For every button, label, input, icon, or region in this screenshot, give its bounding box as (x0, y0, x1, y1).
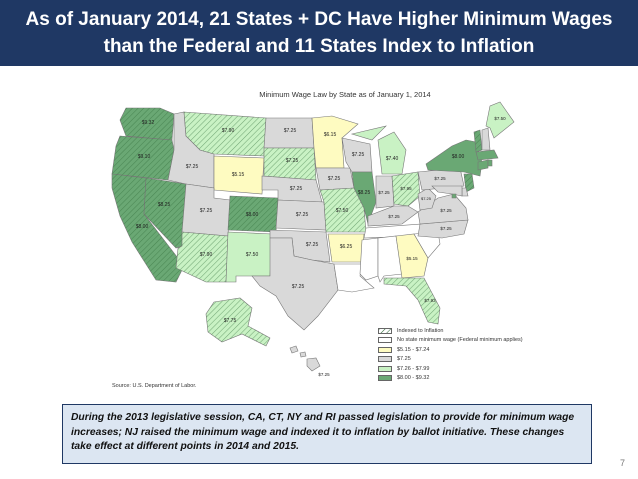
label-wisconsin: $7.25 (352, 152, 365, 158)
legend-item-8-00-to-9-32: $8.00 - $9.32 (378, 374, 523, 384)
state-connecticut (477, 159, 489, 171)
label-west-virginia: $7.25 (421, 196, 432, 201)
label-alaska: $7.75 (224, 318, 237, 324)
state-new-hampshire (481, 127, 491, 151)
label-missouri: $7.50 (336, 208, 349, 214)
label-colorado: $8.00 (246, 212, 259, 218)
map-legend: Indexed to Inflation No state minimum wa… (378, 326, 523, 383)
legend-label: $8.00 - $9.32 (397, 375, 430, 382)
legislative-note-box: During the 2013 legislative session, CA,… (62, 404, 592, 464)
indexed-hatch-mt (184, 112, 266, 156)
label-virginia: $7.25 (440, 208, 452, 213)
label-oregon: $9.10 (138, 154, 151, 160)
label-south-dakota: $7.25 (286, 158, 299, 164)
legend-item-5-15-to-7-24: $5.15 - $7.24 (378, 345, 523, 355)
legend-label: Indexed to Inflation (397, 327, 444, 334)
label-new-mexico: $7.50 (246, 252, 259, 258)
legend-swatch (378, 375, 392, 382)
label-arizona: $7.90 (200, 252, 213, 258)
indexed-hatch-nv (144, 178, 186, 248)
indexed-hatch-mo (320, 188, 366, 232)
legislative-note-text: During the 2013 legislative session, CA,… (71, 412, 575, 452)
label-california: $8.00 (136, 224, 149, 230)
map-source: Source: U.S. Department of Labor. (112, 383, 197, 389)
minimum-wage-map: $7.75 $7.25 $9.32 $9.10 $8.00 $8.25 $7.2… (102, 76, 588, 394)
label-north-carolina: $7.25 (440, 226, 452, 231)
legend-swatch (378, 337, 392, 344)
label-idaho: $7.25 (186, 164, 199, 170)
label-new-york: $8.00 (452, 154, 465, 160)
page-number: 7 (620, 458, 626, 468)
label-utah: $7.25 (200, 208, 213, 214)
label-illinois: $8.25 (358, 190, 371, 196)
state-minnesota (311, 115, 359, 169)
label-hawaii: $7.25 (318, 372, 330, 377)
indexed-hatch-ca (112, 174, 184, 282)
us-states-map: $7.75 $7.25 $9.32 $9.10 $8.00 $8.25 $7.2… (111, 101, 515, 377)
label-texas: $7.25 (292, 284, 305, 290)
label-arkansas: $6.25 (340, 244, 353, 250)
label-maine: $7.50 (494, 116, 506, 121)
state-massachusetts (475, 149, 499, 161)
state-rhode-island (487, 159, 493, 167)
legend-swatch-indexed (378, 327, 392, 334)
state-alaska-indexed (206, 298, 270, 346)
legend-swatch (378, 365, 392, 372)
legend-item-7-25: $7.25 (378, 355, 523, 365)
legend-swatch (378, 346, 392, 353)
legend-item-indexed: Indexed to Inflation (378, 326, 523, 336)
state-mississippi (359, 237, 379, 281)
label-pennsylvania: $7.25 (434, 176, 446, 181)
map-title: Minimum Wage Law by State as of January … (259, 90, 431, 99)
label-georgia: $5.15 (406, 256, 418, 261)
legend-item-no-state-minimum: No state minimum wage (Federal minimum a… (378, 336, 523, 346)
state-district-of-columbia (451, 193, 457, 199)
label-florida: $7.93 (424, 298, 436, 303)
slide-header: As of January 2014, 21 States + DC Have … (0, 0, 638, 66)
state-wyoming (213, 155, 265, 195)
label-indiana: $7.25 (378, 190, 390, 195)
label-north-dakota: $7.25 (284, 128, 297, 134)
state-michigan (350, 125, 407, 175)
slide-title-line-1: As of January 2014, 21 States + DC Have … (25, 9, 613, 30)
legend-label: No state minimum wage (Federal minimum a… (397, 337, 523, 344)
indexed-hatch-vt (474, 130, 482, 152)
indexed-hatch-fl (384, 278, 440, 324)
legend-label: $7.26 - $7.99 (397, 365, 430, 372)
label-kentucky: $7.25 (388, 214, 400, 219)
state-maryland (431, 185, 463, 197)
label-ohio: $7.95 (400, 186, 412, 191)
label-oklahoma: $7.25 (306, 242, 319, 248)
label-iowa: $7.25 (328, 176, 341, 182)
legend-swatch (378, 356, 392, 363)
label-wyoming: $5.15 (232, 172, 245, 178)
state-virginia (417, 193, 469, 225)
label-kansas: $7.25 (296, 212, 309, 218)
state-maine (485, 101, 515, 139)
state-hawaii: $7.25 (289, 345, 330, 377)
indexed-hatch-oh (392, 172, 420, 206)
state-texas (251, 237, 339, 331)
label-minnesota: $6.15 (324, 132, 337, 138)
legend-label: $7.25 (397, 356, 411, 363)
label-nebraska: $7.25 (290, 186, 303, 192)
slide-title-line-2: than the Federal and 11 States Index to … (103, 36, 535, 57)
indexed-hatch-az (176, 232, 228, 282)
label-nevada: $8.25 (158, 202, 171, 208)
label-montana: $7.90 (222, 128, 235, 134)
label-washington: $9.32 (142, 120, 155, 126)
indexed-hatch-co (228, 196, 278, 232)
label-michigan: $7.40 (386, 156, 399, 162)
legend-item-7-26-to-7-99: $7.26 - $7.99 (378, 364, 523, 374)
indexed-hatch-sd (264, 148, 316, 180)
indexed-hatch-nj (464, 174, 474, 192)
state-georgia (395, 233, 429, 279)
indexed-hatch-wa (120, 108, 174, 140)
legend-label: $5.15 - $7.24 (397, 346, 430, 353)
indexed-hatch-or (112, 136, 174, 180)
